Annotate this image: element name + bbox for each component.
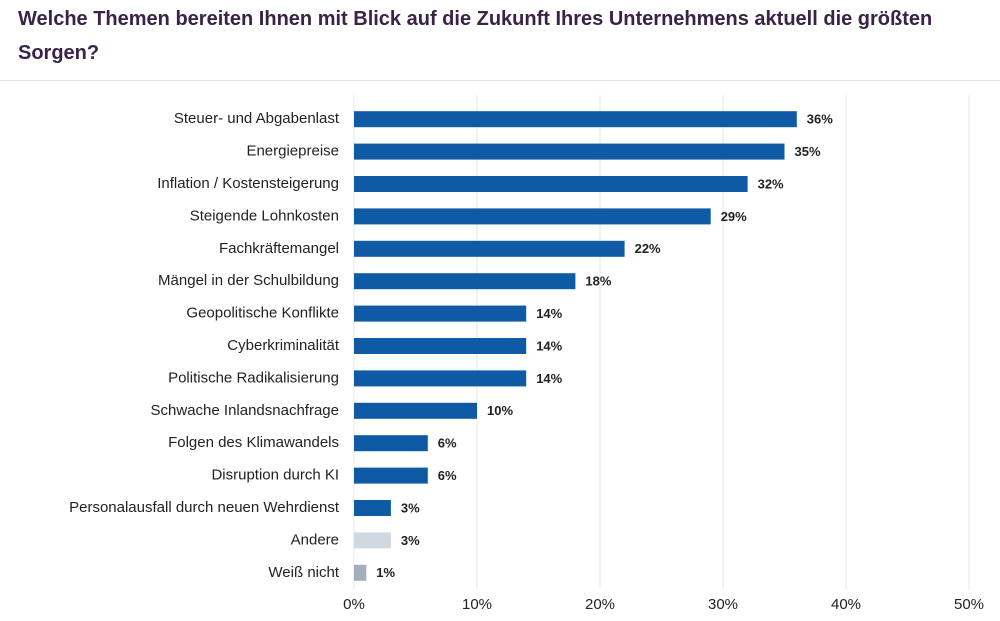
y-tick-label: Steigende Lohnkosten <box>190 207 339 224</box>
value-label: 29% <box>721 209 747 224</box>
y-tick-label: Fachkräftemangel <box>219 240 339 257</box>
chart-title: Welche Themen bereiten Ihnen mit Blick a… <box>18 8 933 64</box>
value-label: 3% <box>401 533 420 548</box>
x-tick-label: 50% <box>954 596 984 613</box>
y-tick-label: Steuer- und Abgabenlast <box>174 110 340 127</box>
bar <box>354 467 428 484</box>
y-tick-label: Weiß nicht <box>268 564 339 581</box>
value-label: 14% <box>536 338 562 353</box>
value-label: 18% <box>585 274 611 289</box>
bar <box>354 532 391 549</box>
value-label: 35% <box>795 144 821 159</box>
value-label: 14% <box>536 306 562 321</box>
bar <box>354 435 428 452</box>
x-tick-label: 30% <box>708 596 738 613</box>
value-label: 3% <box>401 500 420 515</box>
y-tick-label: Disruption durch KI <box>211 467 339 484</box>
x-tick-label: 40% <box>831 596 861 613</box>
bar <box>354 500 391 516</box>
bar <box>354 111 797 128</box>
value-label: 6% <box>438 468 457 483</box>
value-label: 14% <box>536 371 562 386</box>
y-tick-label: Cyberkriminalität <box>227 337 340 354</box>
x-tick-label: 10% <box>462 596 492 613</box>
bar <box>354 143 785 160</box>
y-tick-label: Politische Radikalisierung <box>168 369 339 386</box>
separator <box>0 80 1000 81</box>
value-label: 1% <box>376 565 395 580</box>
y-tick-label: Andere <box>291 531 339 548</box>
bar <box>354 240 625 257</box>
bar <box>354 338 527 354</box>
y-tick-label: Personalausfall durch neuen Wehrdienst <box>69 499 340 516</box>
value-label: 10% <box>487 403 513 418</box>
bar <box>354 273 576 290</box>
bar <box>354 176 748 192</box>
y-tick-label: Geopolitische Konflikte <box>186 305 339 322</box>
value-label: 32% <box>758 176 784 191</box>
bar <box>354 370 527 387</box>
bar <box>354 402 477 419</box>
bar <box>354 564 367 581</box>
value-label: 36% <box>807 112 833 127</box>
bar <box>354 208 711 225</box>
y-tick-label: Mängel in der Schulbildung <box>158 272 339 289</box>
y-tick-label: Energiepreise <box>246 143 339 160</box>
value-label: 6% <box>438 436 457 451</box>
y-tick-label: Inflation / Kostensteigerung <box>157 175 339 192</box>
y-tick-label: Schwache Inlandsnachfrage <box>151 402 339 419</box>
bar <box>354 305 527 322</box>
y-tick-label: Folgen des Klimawandels <box>168 434 339 451</box>
x-tick-label: 0% <box>343 596 365 613</box>
value-label: 22% <box>635 241 661 256</box>
x-tick-label: 20% <box>585 596 615 613</box>
